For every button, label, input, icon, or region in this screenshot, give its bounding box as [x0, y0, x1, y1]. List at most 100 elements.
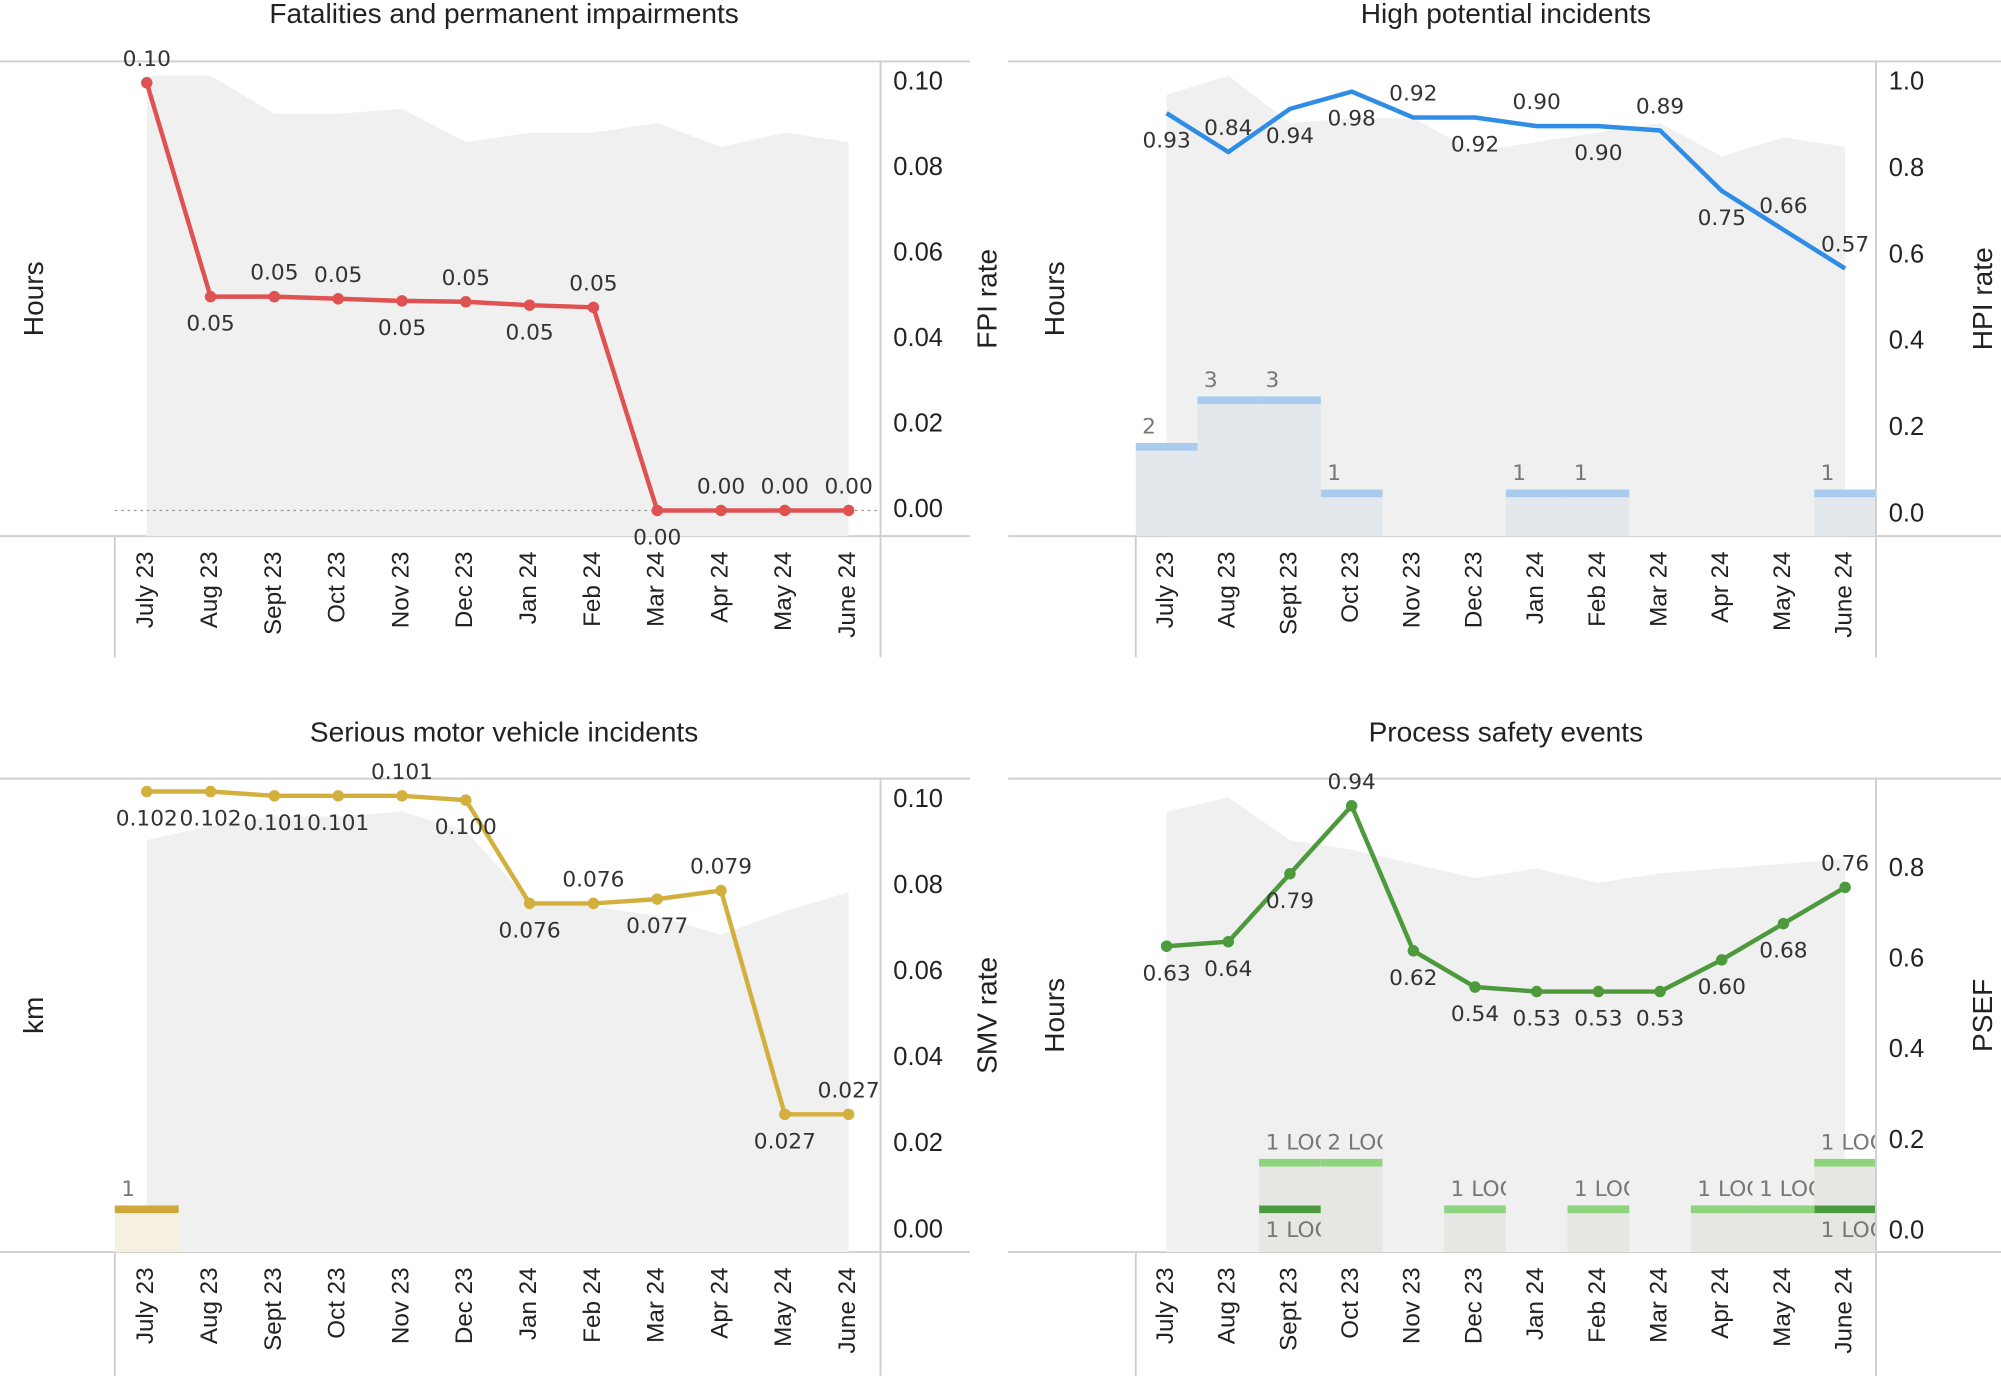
- y2-tick-label: 1.0: [1889, 68, 1924, 96]
- bar-label-box: 1 LOC: [1759, 1177, 1823, 1202]
- y2-tick-label: 0.0: [1889, 1216, 1924, 1244]
- x-tick-label: June 24: [834, 1267, 861, 1353]
- value-label: 0.101: [243, 811, 305, 836]
- count-bar-cap: [1814, 1205, 1876, 1214]
- line: [144, 82, 849, 513]
- count-bar-cap: [1814, 1158, 1876, 1167]
- x-tick-label: Nov 23: [1399, 551, 1426, 628]
- hours-area: [146, 811, 849, 1253]
- count-bar: [1752, 1205, 1815, 1253]
- point: [1654, 985, 1666, 998]
- bar-label: 1 LOC: [1451, 1177, 1515, 1202]
- point: [141, 77, 153, 89]
- count-bar: [1444, 1205, 1506, 1253]
- x-tick-label: Feb 24: [1584, 1267, 1611, 1342]
- x-tick-label: Aug 23: [196, 1267, 223, 1344]
- count-bar-cap: [1197, 396, 1260, 405]
- value-label: 0.92: [1451, 133, 1499, 158]
- x-tick-label: July 23: [132, 1267, 159, 1344]
- y2-tick-label: 0.04: [893, 1043, 943, 1071]
- value-label: 0.05: [250, 261, 298, 286]
- value-label: 0.94: [1266, 124, 1314, 149]
- count-bar: [1567, 489, 1630, 537]
- x-tick-label: Jan 24: [1522, 1267, 1549, 1340]
- x-tick-label: Aug 23: [1214, 1267, 1241, 1344]
- x-tick-label: May 24: [1769, 1267, 1796, 1346]
- point: [587, 301, 600, 314]
- value-label: 0.63: [1142, 961, 1190, 986]
- point: [715, 884, 727, 897]
- x-tick-label: Sept 23: [260, 551, 287, 635]
- point: [651, 504, 663, 517]
- bar-label: 1 LOC: [1759, 1177, 1823, 1202]
- count-bar-cap: [114, 1205, 179, 1214]
- y2-tick-label: 0.4: [1889, 1035, 1924, 1063]
- value-label: 0.92: [1389, 82, 1437, 107]
- bar-label-box: 3: [1266, 368, 1280, 393]
- x-tick-label: Jan 24: [515, 551, 542, 624]
- point: [1777, 917, 1790, 930]
- bar-label-box: 1: [1574, 461, 1588, 486]
- bar-label: 1: [121, 1177, 135, 1202]
- count-bar-cap: [1259, 1205, 1321, 1214]
- count-bar-cap: [1690, 1205, 1753, 1214]
- value-label: 0.102: [180, 807, 242, 832]
- x-tick-label: Feb 24: [1584, 551, 1611, 626]
- point: [1715, 954, 1728, 966]
- x-tick-label: Dec 23: [1460, 1267, 1487, 1344]
- point: [715, 504, 727, 517]
- count-bar: [1814, 1158, 1876, 1206]
- count-bar: [1135, 442, 1198, 537]
- x-tick-label: Dec 23: [451, 1267, 478, 1344]
- bar-label: 1 LOC: [1266, 1218, 1330, 1243]
- value-label: 0.53: [1574, 1007, 1622, 1032]
- y2-axis-label: FPI rate: [971, 249, 1002, 349]
- value-label: 0.076: [562, 867, 624, 892]
- bar-label: 3: [1204, 368, 1218, 393]
- count-bar: [1505, 489, 1568, 537]
- x-tick-label: Sept 23: [260, 1267, 287, 1351]
- value-label: 0.90: [1574, 141, 1622, 166]
- bar-label-box: 1 LOC: [1697, 1177, 1752, 1202]
- value-label: 0.60: [1698, 975, 1746, 1000]
- x-tick-label: Apr 24: [706, 551, 733, 622]
- point: [523, 299, 536, 311]
- bar-label: 1: [1574, 461, 1588, 486]
- point: [268, 290, 281, 303]
- point: [1407, 945, 1420, 957]
- point: [332, 293, 344, 305]
- y2-axis-label: SMV rate: [971, 957, 1002, 1074]
- count-bar-cap: [1320, 489, 1383, 498]
- x-tick-label: June 24: [834, 551, 861, 637]
- y2-tick-label: 0.08: [893, 871, 943, 899]
- line: [1166, 803, 1847, 994]
- value-label: 0.84: [1204, 116, 1252, 141]
- value-label: 0.05: [314, 263, 362, 288]
- point: [1469, 981, 1481, 993]
- count-bar-cap: [1752, 1205, 1815, 1214]
- bar-label: 2 LOC: [1327, 1131, 1391, 1156]
- count-bar: [1197, 396, 1260, 537]
- bar-label-box: 1 LOC: [1821, 1218, 1876, 1243]
- count-bar: [1259, 1158, 1321, 1206]
- point: [1592, 985, 1605, 998]
- value-label: 0.05: [378, 316, 426, 341]
- value-label: 0.66: [1759, 194, 1807, 219]
- count-bar: [1567, 1205, 1630, 1253]
- count-bar: [1320, 489, 1383, 537]
- bar-label-box: 1: [1327, 461, 1341, 486]
- x-tick-label: June 24: [1831, 1267, 1858, 1353]
- count-bar: [1814, 489, 1876, 537]
- bar-label: 2: [1142, 415, 1156, 440]
- value-label: 0.00: [824, 475, 872, 500]
- line: [146, 789, 849, 1117]
- value-label: 0.027: [818, 1078, 880, 1103]
- bar-label: 3: [1266, 368, 1280, 393]
- value-label: 0.05: [505, 320, 553, 345]
- value-label: 0.76: [1821, 851, 1869, 876]
- count-bar: [1320, 1158, 1383, 1253]
- value-label: 0.93: [1142, 128, 1190, 153]
- x-tick-label: Nov 23: [387, 551, 414, 628]
- point: [1160, 940, 1173, 952]
- y-axis-label: km: [18, 997, 49, 1034]
